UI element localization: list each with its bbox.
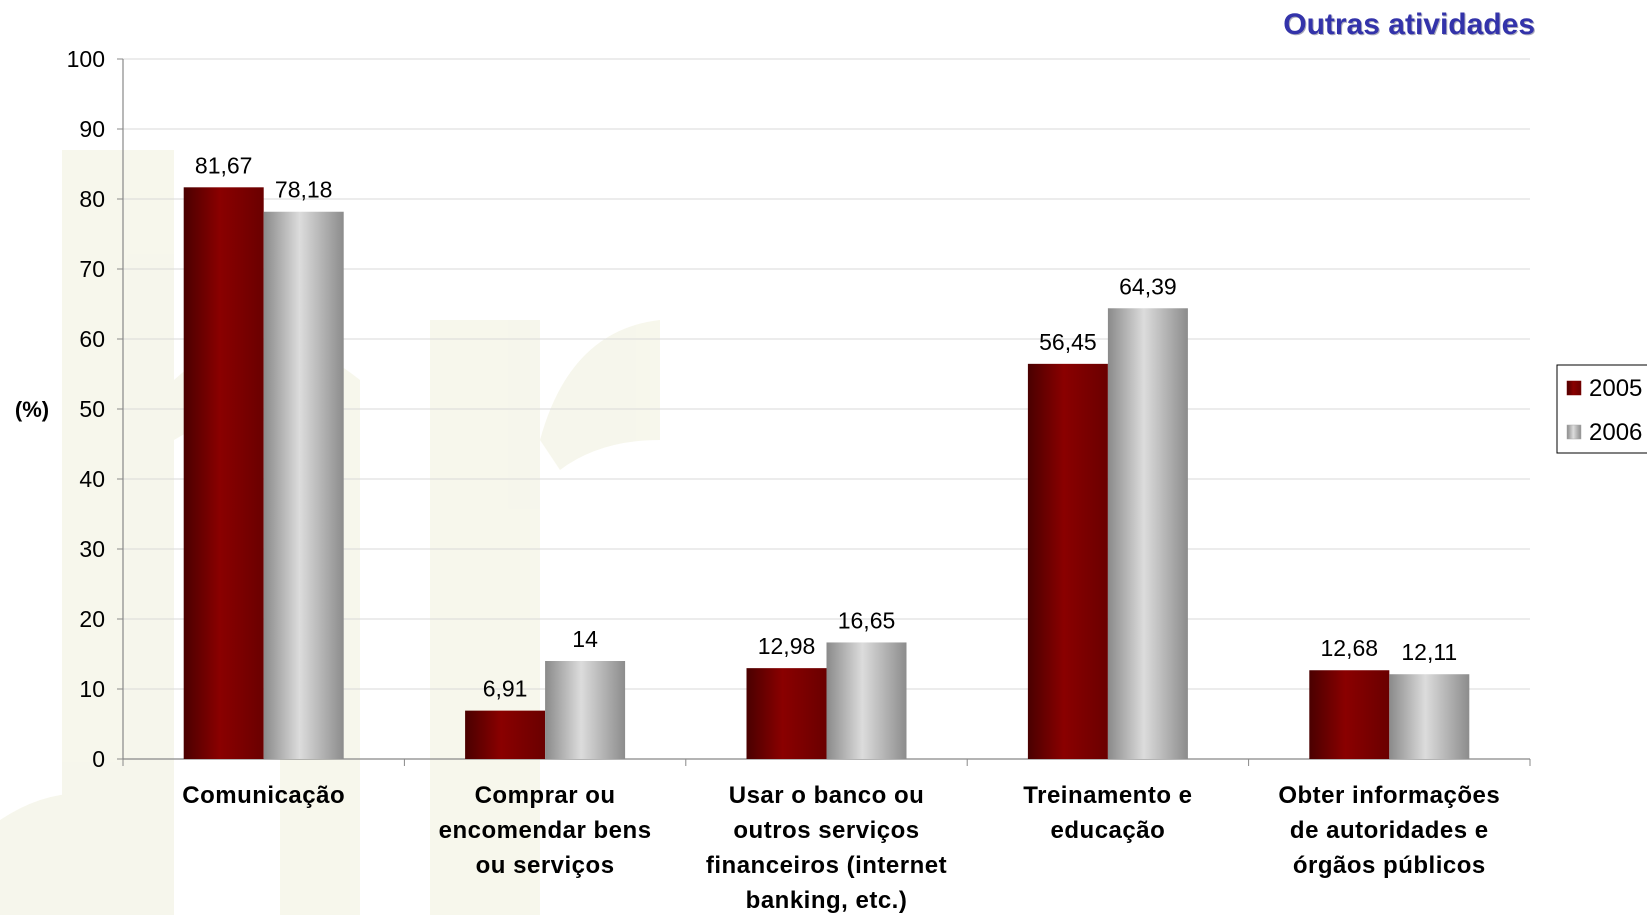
bar-2005 [1027,363,1108,759]
bar-2006 [826,642,907,759]
category-label: outros serviços [733,817,919,844]
category-label: de autoridades e [1290,817,1489,844]
legend-swatch [1566,380,1582,396]
data-label: 64,39 [1119,273,1177,299]
category-label: financeiros (internet [706,852,947,879]
category-label: banking, etc.) [746,887,908,914]
data-label: 78,18 [275,177,333,203]
data-label: 56,45 [1039,329,1097,355]
bar-2006 [263,211,344,760]
category-label: órgãos públicos [1293,852,1486,879]
y-tick-label: 60 [79,326,105,352]
data-label: 14 [572,626,598,652]
bar-2005 [1309,670,1390,759]
category-label: encomendar bens [439,817,652,844]
bar-2006 [545,661,626,759]
category-label: Usar o banco ou [729,782,925,809]
bar-2006 [1389,674,1470,759]
y-tick-label: 0 [92,746,105,772]
bar-2005 [465,710,546,759]
data-label: 12,68 [1321,635,1379,661]
category-label: educação [1051,817,1166,844]
bar-2006 [1107,308,1188,759]
category-label: Comunicação [182,782,345,809]
y-tick-label: 40 [79,466,105,492]
legend-box [1556,364,1647,454]
category-label: Treinamento e [1023,782,1192,809]
bar-2005 [746,668,827,759]
legend-label: 2006 [1589,419,1642,446]
legend-swatch [1566,424,1582,440]
y-tick-label: 50 [79,396,105,422]
category-label: Comprar ou [475,782,616,809]
category-label: ou serviços [476,852,615,879]
data-label: 81,67 [195,152,253,178]
y-axis-label: (%) [15,397,49,422]
bar-2005 [183,187,264,759]
y-tick-label: 100 [67,46,105,72]
y-tick-label: 10 [79,676,105,702]
y-tick-label: 20 [79,606,105,632]
data-label: 16,65 [838,607,896,633]
data-label: 12,98 [758,633,816,659]
chart-title: Outras atividades [1283,8,1535,41]
y-tick-label: 70 [79,256,105,282]
data-label: 12,11 [1401,639,1457,665]
category-label: Obter informações [1278,782,1500,809]
y-tick-label: 80 [79,186,105,212]
y-tick-label: 30 [79,536,105,562]
legend-label: 2005 [1589,375,1642,402]
y-tick-label: 90 [79,116,105,142]
data-label: 6,91 [483,676,528,702]
